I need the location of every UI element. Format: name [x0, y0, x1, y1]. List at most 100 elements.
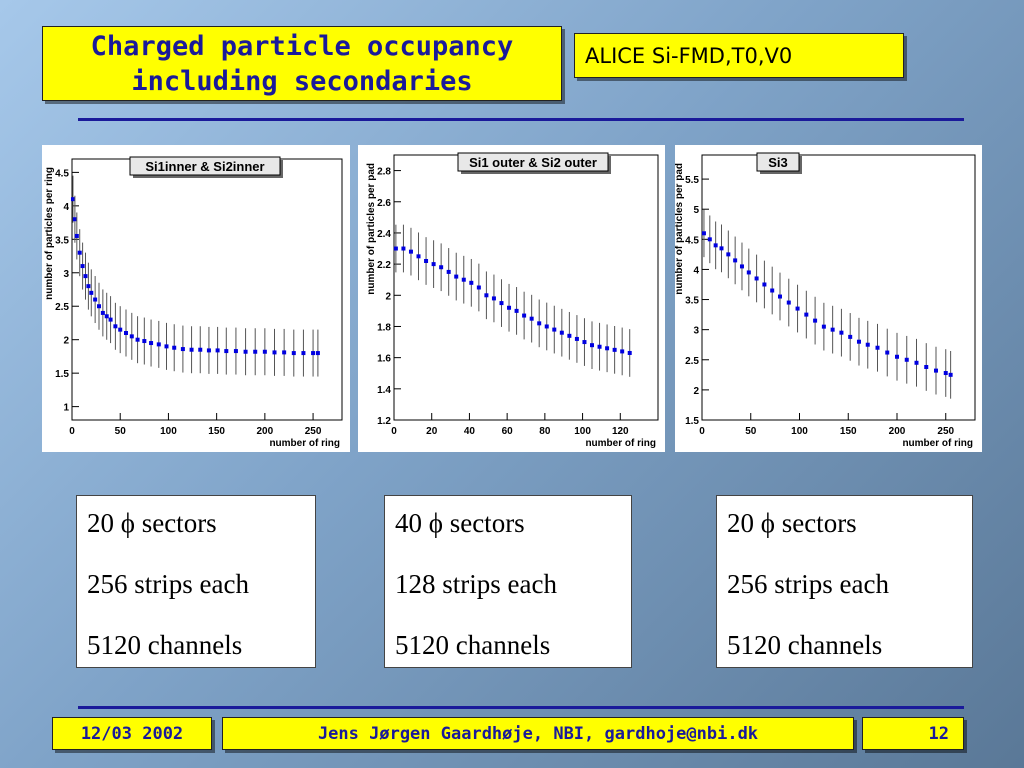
data-point [719, 246, 724, 251]
y-tick-label: 2.5 [685, 356, 699, 367]
x-tick-label: 150 [840, 426, 857, 437]
data-point [408, 249, 413, 254]
footer-date: 12/03 2002 [52, 717, 212, 750]
data-point [605, 346, 610, 351]
sectors-text: 40 ϕ sectors [395, 508, 525, 538]
data-point [865, 342, 870, 347]
data-point [135, 337, 140, 342]
data-point [301, 351, 306, 356]
data-point [499, 301, 504, 306]
data-point [215, 348, 220, 353]
data-point [113, 324, 118, 329]
data-point [77, 250, 82, 255]
y-tick-label: 2.8 [377, 167, 391, 178]
data-point [272, 350, 277, 355]
data-point [778, 294, 782, 299]
plot-frame [393, 154, 659, 421]
data-point [97, 304, 101, 309]
data-point [461, 277, 466, 282]
data-point [786, 300, 791, 305]
data-point [189, 347, 194, 352]
y-tick-label: 5 [693, 205, 699, 216]
data-point [431, 262, 436, 267]
data-point [762, 282, 767, 287]
y-tick-label: 4.5 [685, 235, 699, 246]
data-point [813, 318, 818, 323]
data-point [627, 350, 632, 355]
x-tick-label: 80 [539, 426, 551, 437]
info-box-inner: 20 ϕ sectors 256 strips each 5120 channe… [76, 495, 316, 668]
x-tick-label: 20 [426, 426, 438, 437]
data-point [537, 321, 542, 326]
chart-si1outer-si2outer: 0 20 40 60 80 100 120 1.2 1.4 1.6 1.8 2 2.2 2.4 2.6 2.8… [366, 152, 659, 449]
data-point [446, 269, 451, 274]
data-point [100, 310, 105, 315]
data-point [934, 368, 938, 373]
data-point [262, 349, 267, 354]
y-tick-label: 2 [693, 386, 699, 397]
strips-text: 256 strips each [87, 569, 249, 599]
y-tick-label: 1.2 [377, 416, 391, 427]
data-point [108, 317, 113, 322]
data-point [282, 350, 287, 355]
data-point [507, 305, 512, 310]
x-tick-label: 200 [257, 426, 274, 437]
data-point [253, 349, 258, 354]
data-point [733, 258, 738, 263]
x-tick-label: 200 [889, 426, 906, 437]
y-tick-label: 4.5 [55, 168, 69, 179]
data-point [124, 331, 128, 335]
data-point [914, 360, 919, 365]
channels-text: 5120 channels [727, 630, 883, 660]
x-tick-label: 50 [115, 426, 127, 437]
data-point [86, 284, 91, 289]
data-point [707, 237, 712, 242]
data-point [830, 327, 835, 332]
data-point [701, 231, 706, 236]
data-point [315, 351, 320, 356]
data-point [311, 351, 316, 356]
info-box-outer: 40 ϕ sectors 128 strips each 5120 channe… [384, 495, 632, 668]
x-tick-label: 250 [305, 426, 322, 437]
x-tick-label: 100 [574, 426, 591, 437]
data-point [544, 324, 549, 329]
bottom-divider [78, 706, 964, 709]
x-tick-label: 100 [791, 426, 808, 437]
data-point [821, 324, 826, 329]
x-tick-label: 0 [391, 426, 397, 437]
plot-title: Si1 outer & Si2 outer [469, 155, 597, 170]
y-tick-label: 2 [385, 291, 391, 302]
y-tick-label: 1.5 [55, 369, 69, 380]
y-tick-label: 2.6 [377, 198, 391, 209]
data-point [206, 348, 211, 353]
title-line-2: including secondaries [131, 66, 473, 97]
x-tick-label: 100 [160, 426, 177, 437]
data-point [739, 264, 744, 269]
data-point [804, 312, 809, 317]
data-point [856, 339, 861, 344]
data-point [948, 372, 953, 377]
data-point [70, 197, 75, 202]
data-point [612, 347, 617, 352]
y-tick-label: 3 [63, 269, 69, 280]
data-point [904, 357, 909, 362]
data-point [104, 314, 109, 319]
data-point [89, 290, 94, 295]
data-point [754, 276, 759, 281]
data-point [491, 296, 496, 301]
data-point [198, 347, 203, 352]
y-tick-label: 1.5 [685, 416, 699, 427]
data-point [129, 334, 134, 339]
data-point [839, 330, 844, 335]
y-tick-label: 5.5 [685, 175, 699, 186]
sectors-text: 20 ϕ sectors [727, 508, 857, 538]
x-tick-label: 150 [208, 426, 225, 437]
slide-subtitle: ALICE Si-FMD,T0,V0 [574, 33, 904, 78]
data-point [233, 349, 238, 354]
data-point [224, 349, 229, 354]
data-point [713, 243, 718, 248]
data-point [172, 345, 177, 350]
x-tick-label: 120 [612, 426, 629, 437]
y-tick-label: 3.5 [685, 296, 699, 307]
